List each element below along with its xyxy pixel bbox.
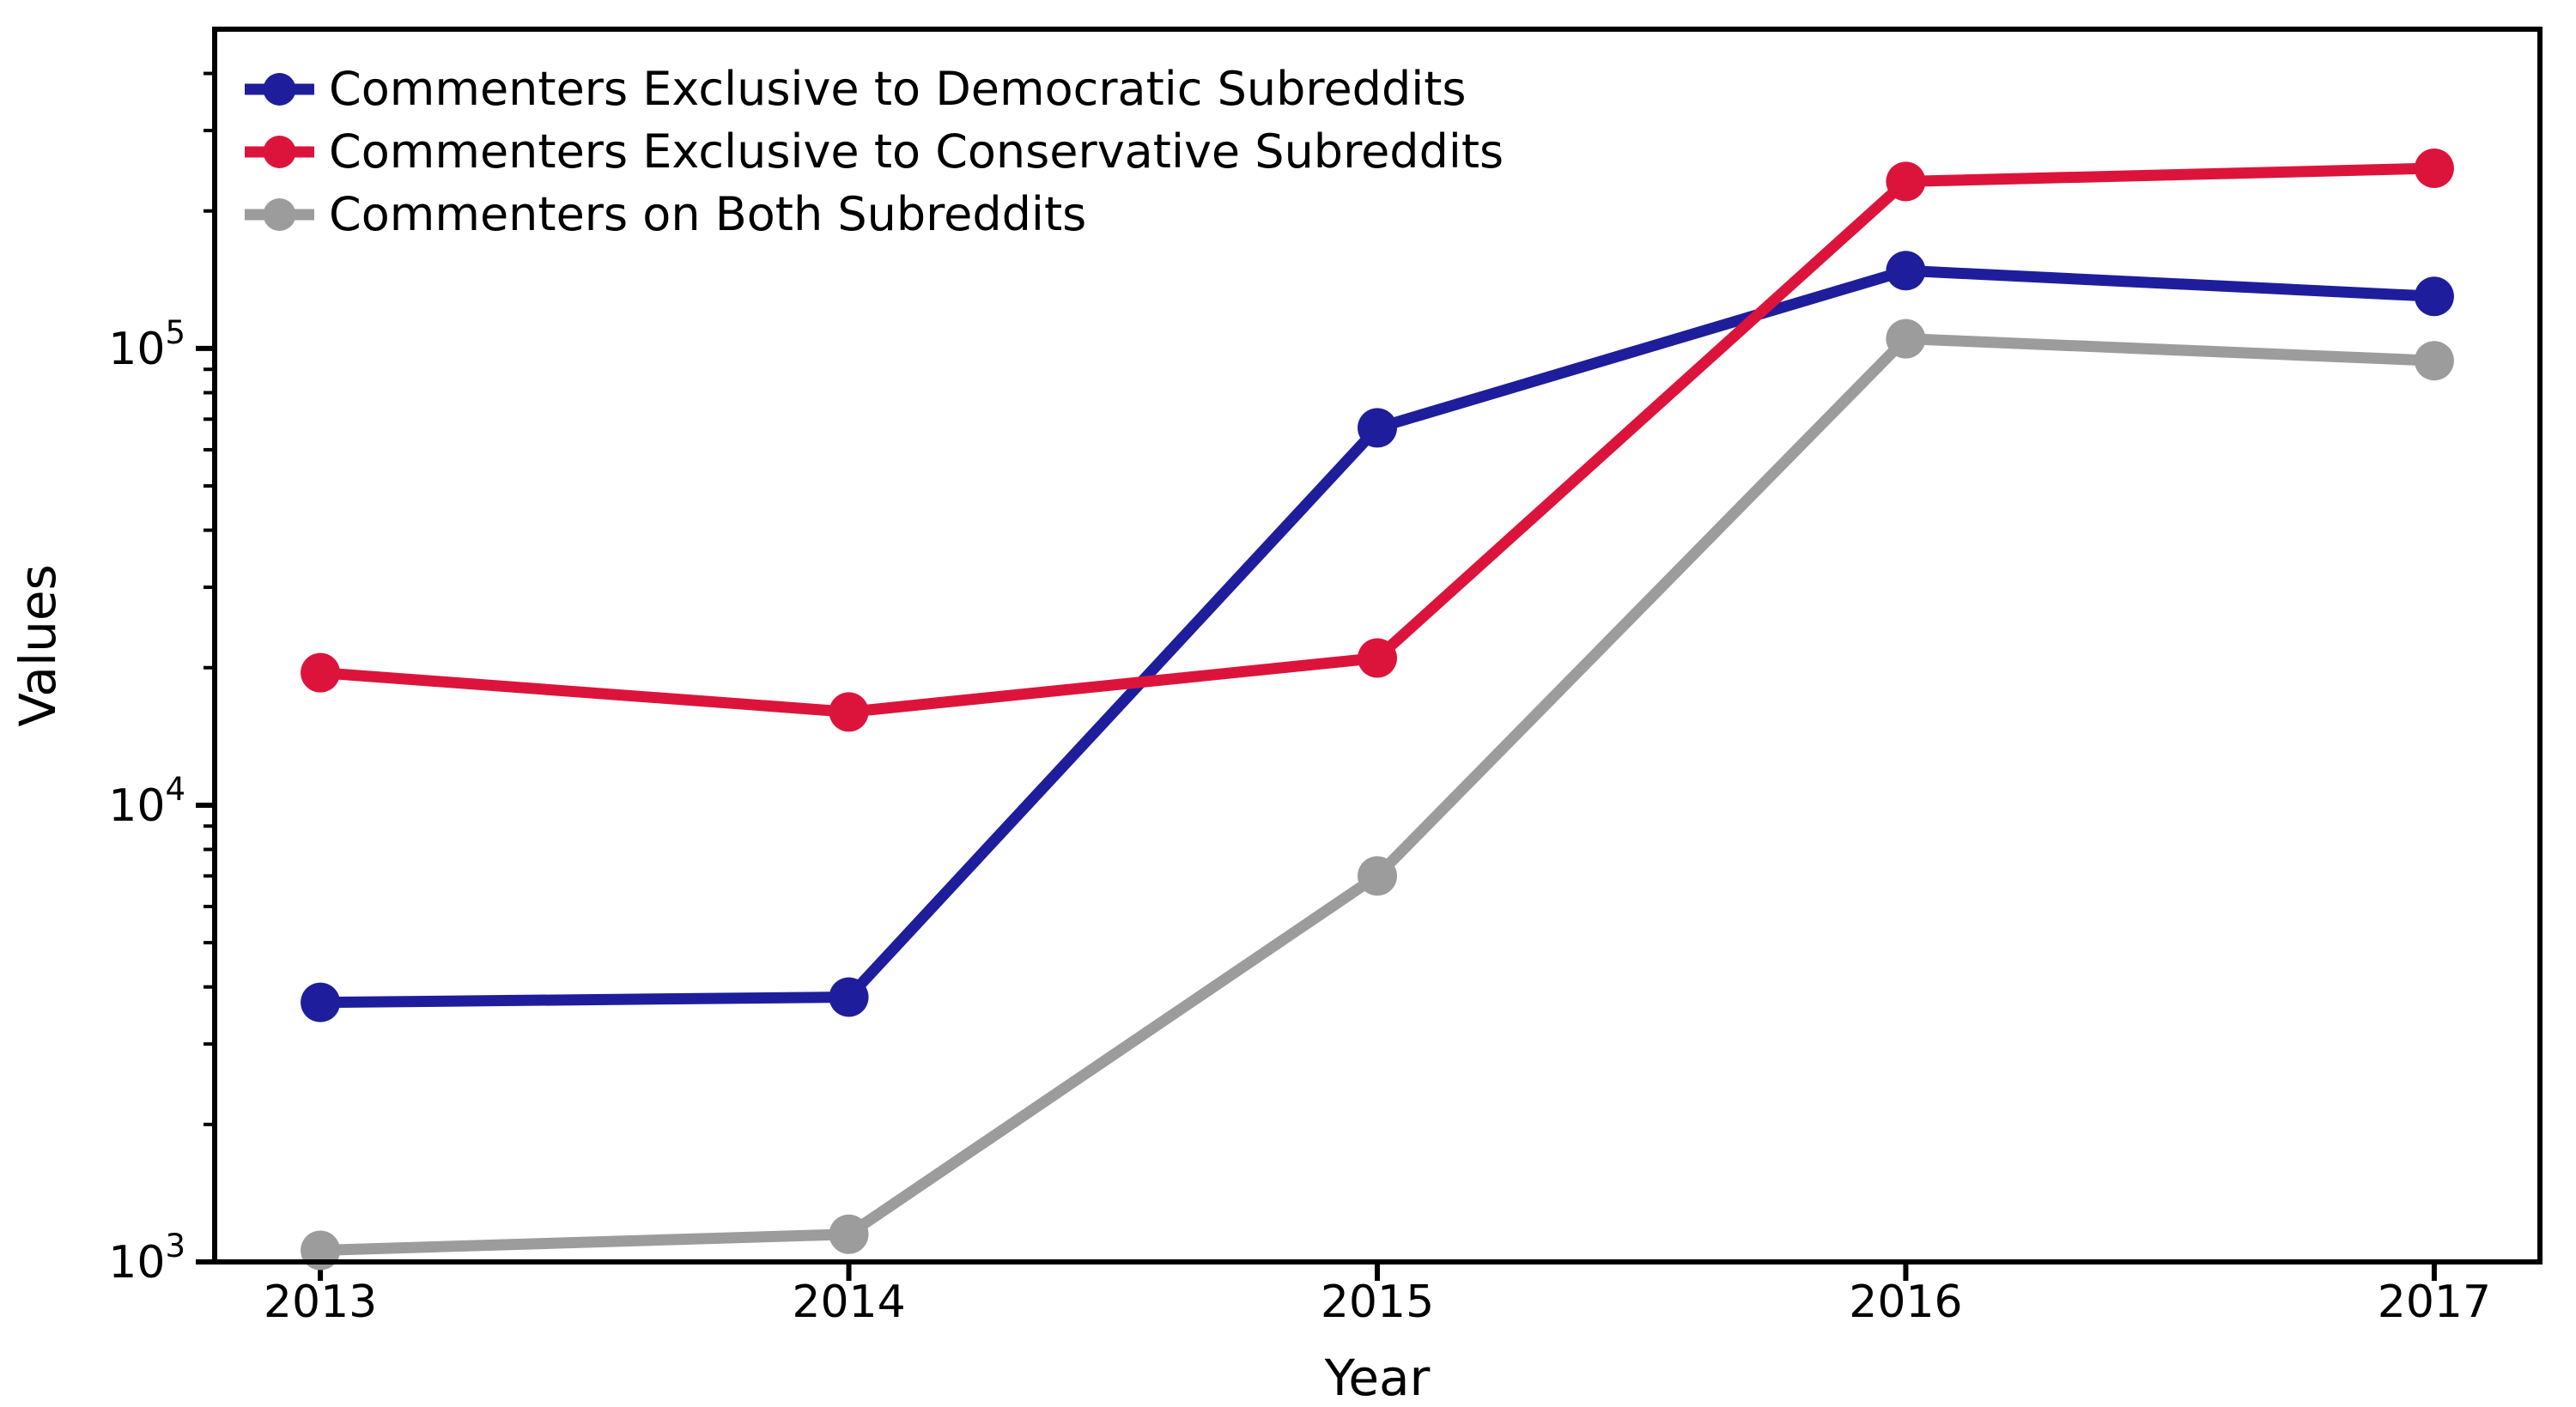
data-point-0: [829, 977, 869, 1017]
y-tick-label: 104: [108, 771, 185, 832]
y-tick-label: 105: [108, 314, 185, 375]
legend-label-democratic: Commenters Exclusive to Democratic Subre…: [329, 61, 1467, 116]
data-point-0: [2414, 276, 2454, 317]
data-point-2: [829, 1214, 869, 1254]
data-point-0: [1358, 408, 1397, 448]
data-point-0: [1886, 251, 1926, 291]
data-point-1: [829, 692, 869, 732]
data-point-1: [2414, 149, 2454, 189]
x-axis-title: Year: [1324, 1349, 1431, 1407]
legend-marker-both-icon: [245, 197, 314, 231]
data-point-1: [1358, 638, 1397, 678]
data-point-2: [1886, 318, 1926, 359]
legend-marker-conservative-icon: [245, 135, 314, 168]
plot-border: [212, 27, 2543, 1264]
y-axis-title: Values: [9, 564, 67, 727]
legend-item-both: Commenters on Both Subreddits: [243, 183, 1504, 246]
x-tick-label: 2015: [1321, 1277, 1434, 1328]
data-point-2: [2414, 341, 2454, 381]
legend-marker-democratic-icon: [245, 72, 314, 106]
y-tick-label: 103: [108, 1228, 185, 1289]
legend-item-democratic: Commenters Exclusive to Democratic Subre…: [243, 58, 1504, 120]
data-point-0: [301, 982, 341, 1022]
data-point-1: [1886, 161, 1926, 202]
x-tick-label: 2016: [1849, 1277, 1962, 1328]
x-tick-label: 2013: [264, 1277, 377, 1328]
legend: Commenters Exclusive to Democratic Subre…: [243, 58, 1504, 246]
series-line-2: [314, 333, 2440, 1257]
legend-label-both: Commenters on Both Subreddits: [329, 186, 1087, 241]
legend-item-conservative: Commenters Exclusive to Conservative Sub…: [243, 120, 1504, 183]
x-tick-label: 2014: [792, 1277, 905, 1328]
data-point-2: [1358, 856, 1397, 896]
legend-label-conservative: Commenters Exclusive to Conservative Sub…: [329, 124, 1504, 179]
data-point-1: [301, 652, 341, 693]
x-tick-label: 2017: [2378, 1277, 2491, 1328]
